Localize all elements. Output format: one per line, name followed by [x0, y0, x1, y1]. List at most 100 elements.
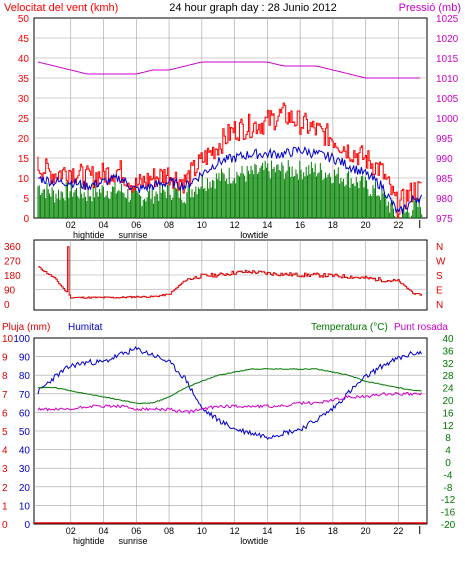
temperature-y-tick-label: 28: [442, 371, 454, 382]
x-tick-label: 02: [66, 526, 76, 536]
x-tick-label: 22: [393, 220, 403, 230]
rain-y-tick-label: 4: [2, 446, 8, 457]
pressure-y-tick-label: 980: [436, 194, 453, 205]
rain-y-tick-label: 6: [2, 408, 8, 419]
direction-line: [38, 246, 422, 299]
humidity-y-tick-label: 70: [19, 390, 31, 401]
wind-y-tick-label: 20: [18, 134, 30, 145]
x-tick-label: 04: [99, 526, 109, 536]
direction-y-tick-label: 90: [4, 286, 16, 297]
pressure-y-tick-label: 1025: [436, 14, 459, 25]
direction-compass-label: S: [436, 271, 443, 282]
rain-y-tick-label: 0: [2, 520, 8, 531]
direction-y-tick-label: 360: [4, 242, 21, 253]
temperature-y-tick-label: 40: [442, 334, 454, 345]
direction-y-tick-label: 0: [4, 300, 10, 311]
wind-y-tick-label: 50: [18, 14, 30, 25]
x-marker-label: sunrise: [119, 536, 148, 546]
temperature-y-tick-label: 36: [442, 346, 454, 357]
humidity-line: [37, 345, 423, 441]
dewpoint-axis-title: Punt rosada: [394, 322, 448, 333]
wind-average-line: [37, 145, 423, 215]
pressure-y-tick-label: 1005: [436, 94, 459, 105]
rain-y-tick-label: 10: [2, 334, 14, 345]
x-marker-label: lowtide: [240, 536, 268, 546]
dewpoint-line: [37, 391, 423, 415]
x-marker-label: sunrise: [119, 230, 148, 240]
temperature-y-tick-label: 8: [445, 433, 451, 444]
temperature-y-tick-label: -12: [441, 495, 456, 506]
temperature-y-tick-label: 24: [442, 384, 454, 395]
pressure-y-tick-label: 1020: [436, 34, 459, 45]
x-tick-label: 10: [197, 526, 207, 536]
wind-y-tick-label: 40: [18, 54, 30, 65]
temp-hum-panel-ticks: 0102030405060708090100012345678910-20-16…: [2, 334, 456, 546]
temperature-y-tick-label: 20: [442, 396, 454, 407]
x-tick-label: 04: [99, 220, 109, 230]
wind-panel-ticks: 0510152025303540455097598098599099510001…: [18, 14, 459, 240]
x-tick-label: 12: [230, 220, 240, 230]
pressure-y-tick-label: 1010: [436, 74, 459, 85]
x-marker-label: hightide: [73, 536, 105, 546]
temperature-axis-title: Temperatura (°C): [311, 322, 388, 333]
x-marker-label: lowtide: [240, 230, 268, 240]
direction-panel-ticks: 0 N 90 E 180 S 270 W 360 N: [4, 242, 446, 311]
x-tick-label: 20: [361, 220, 371, 230]
humidity-y-tick-label: 90: [19, 353, 31, 364]
rain-y-tick-label: 3: [2, 464, 8, 475]
wind-y-tick-label: 5: [23, 194, 29, 205]
x-tick-label: 06: [131, 526, 141, 536]
x-tick-label: 14: [262, 526, 272, 536]
direction-y-tick-label: 180: [4, 271, 21, 282]
rain-axis-title: Pluja (mm): [2, 322, 50, 333]
pressure-axis-title: Pressió (mb): [399, 2, 461, 14]
direction-compass-label: N: [436, 242, 443, 253]
rain-y-tick-label: 8: [2, 371, 8, 382]
temperature-line: [37, 368, 422, 405]
pressure-y-tick-label: 975: [436, 214, 453, 225]
x-tick-label: 06: [131, 220, 141, 230]
wind-y-tick-label: 30: [18, 94, 30, 105]
rain-y-tick-label: 5: [2, 427, 8, 438]
direction-compass-label: N: [436, 300, 443, 311]
humidity-y-tick-label: 50: [19, 427, 31, 438]
wind-y-tick-label: 25: [18, 114, 30, 125]
wind-panel-series: [37, 61, 423, 219]
rain-y-tick-label: 7: [2, 390, 8, 401]
wind-y-tick-label: 0: [23, 214, 29, 225]
temperature-y-tick-label: -8: [444, 483, 453, 494]
wind-y-tick-label: 15: [18, 154, 30, 165]
humidity-y-tick-label: 60: [19, 408, 31, 419]
wind-y-tick-label: 10: [18, 174, 30, 185]
x-tick-label: 18: [328, 220, 338, 230]
temperature-y-tick-label: -16: [441, 508, 456, 519]
temperature-y-tick-label: 12: [442, 421, 454, 432]
x-tick-label: 08: [164, 220, 174, 230]
x-tick-label: 18: [328, 526, 338, 536]
temperature-y-tick-label: 4: [445, 446, 451, 457]
x-tick-label: 12: [230, 526, 240, 536]
rain-y-tick-label: 1: [2, 501, 8, 512]
x-tick-label: 08: [164, 526, 174, 536]
wind-panel-grid: [34, 18, 427, 218]
temperature-y-tick-label: 16: [442, 408, 454, 419]
pressure-y-tick-label: 1000: [436, 114, 459, 125]
pressure-y-tick-label: 995: [436, 134, 453, 145]
temperature-y-tick-label: 0: [445, 458, 451, 469]
direction-panel-series: [38, 246, 422, 299]
x-tick-label: 02: [66, 220, 76, 230]
humidity-y-tick-label: 0: [24, 520, 30, 531]
humidity-y-tick-label: 80: [19, 371, 31, 382]
temperature-y-tick-label: 32: [442, 359, 454, 370]
humidity-y-tick-label: 100: [13, 334, 30, 345]
wind-y-tick-label: 35: [18, 74, 30, 85]
humidity-y-tick-label: 40: [19, 446, 31, 457]
humidity-y-tick-label: 10: [19, 501, 31, 512]
x-tick-label: 14: [262, 220, 272, 230]
pressure-y-tick-label: 1015: [436, 54, 459, 65]
humidity-axis-title: Humitat: [68, 322, 103, 333]
humidity-y-tick-label: 30: [19, 464, 31, 475]
rain-y-tick-label: 2: [2, 483, 8, 494]
